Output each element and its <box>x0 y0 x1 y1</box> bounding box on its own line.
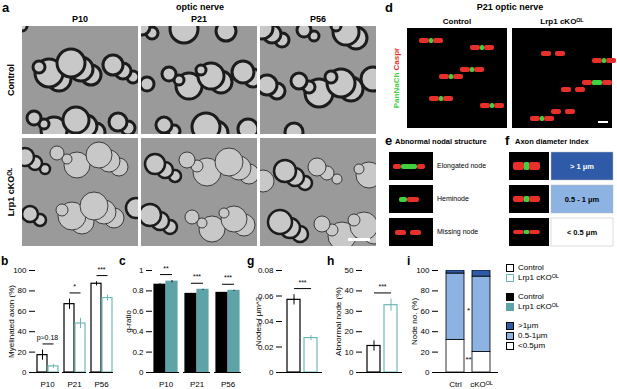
html-text:c: c <box>119 254 126 268</box>
html-text:Control: Control <box>518 263 544 272</box>
svg-text:100: 100 <box>13 266 27 275</box>
svg-text:f: f <box>505 134 510 148</box>
svg-text:0.8: 0.8 <box>132 286 144 295</box>
html-text:Lrp1 cKOᴼᴸ: Lrp1 cKOᴼᴸ <box>518 302 559 311</box>
svg-text:80: 80 <box>18 286 27 295</box>
html-text:Lrp1 cKOᴼᴸ: Lrp1 cKOᴼᴸ <box>518 273 559 282</box>
svg-text:P10: P10 <box>40 380 55 389</box>
svg-text:***: *** <box>97 266 105 273</box>
svg-text:a: a <box>2 0 10 15</box>
svg-text:P56: P56 <box>94 380 109 389</box>
svg-text:P21: P21 <box>67 380 82 389</box>
svg-text:0: 0 <box>425 368 430 377</box>
svg-text:0.06: 0.06 <box>257 291 274 301</box>
svg-text:Abnormal nodal structure: Abnormal nodal structure <box>395 137 487 146</box>
svg-text:P21: P21 <box>191 14 207 24</box>
svg-text:Control: Control <box>443 17 471 26</box>
svg-text:e: e <box>385 134 392 148</box>
svg-text:0.02: 0.02 <box>257 342 274 352</box>
svg-text:Nodes / μm^2: Nodes / μm^2 <box>254 296 263 346</box>
svg-text:60: 60 <box>421 307 430 316</box>
svg-text:0: 0 <box>139 368 144 377</box>
svg-text:***: *** <box>298 279 306 286</box>
svg-text:1: 1 <box>139 266 144 275</box>
html-text:0.5-1μm: 0.5-1μm <box>518 331 548 340</box>
svg-text:Axon diameter index: Axon diameter index <box>515 137 590 146</box>
html-text:h: h <box>327 254 335 268</box>
svg-text:20: 20 <box>18 348 27 357</box>
html-text:b: b <box>1 254 9 268</box>
svg-text:Control: Control <box>6 64 16 96</box>
html-text:>1μm: >1μm <box>518 321 539 330</box>
svg-text:***: *** <box>378 283 386 290</box>
html-text:Control: Control <box>518 292 544 301</box>
svg-text:Node no. (%): Node no. (%) <box>410 298 419 345</box>
svg-text:*: * <box>467 306 470 315</box>
svg-text:< 0.5 μm: < 0.5 μm <box>567 228 598 237</box>
svg-text:0.04: 0.04 <box>257 317 274 327</box>
svg-text:40: 40 <box>18 327 27 336</box>
svg-text:**: ** <box>465 355 471 364</box>
svg-text:Ctrl: Ctrl <box>449 380 462 389</box>
svg-text:> 1 μm: > 1 μm <box>570 162 594 171</box>
svg-text:***: *** <box>224 274 232 281</box>
svg-text:0: 0 <box>269 368 274 377</box>
svg-text:P21 optic nerve: P21 optic nerve <box>477 2 544 12</box>
svg-text:0.08: 0.08 <box>258 266 274 275</box>
svg-text:P56: P56 <box>221 380 236 389</box>
svg-text:Heminode: Heminode <box>437 195 469 202</box>
svg-text:P56: P56 <box>310 14 326 24</box>
svg-text:P10: P10 <box>159 380 174 389</box>
html-text:i: i <box>407 254 411 268</box>
svg-text:0: 0 <box>22 368 27 377</box>
html-text:<0.5μm: <0.5μm <box>518 341 546 350</box>
svg-text:60: 60 <box>18 307 27 316</box>
svg-text:10: 10 <box>345 348 354 357</box>
svg-text:PanNaCh Caspr: PanNaCh Caspr <box>392 48 401 108</box>
svg-text:0.2: 0.2 <box>132 348 144 357</box>
svg-text:P21: P21 <box>190 380 205 389</box>
svg-text:40: 40 <box>345 286 354 295</box>
svg-text:0: 0 <box>349 368 354 377</box>
svg-text:Lrp1 cKOᴼᴸ: Lrp1 cKOᴼᴸ <box>6 167 16 216</box>
svg-text:Missing node: Missing node <box>437 228 478 236</box>
svg-text:g-ratio: g-ratio <box>124 310 133 333</box>
svg-text:Lrp1 cKOᴼᴸ: Lrp1 cKOᴼᴸ <box>540 17 583 26</box>
svg-text:30: 30 <box>345 307 354 316</box>
svg-text:P10: P10 <box>72 14 88 24</box>
svg-text:20: 20 <box>345 327 354 336</box>
svg-text:*: * <box>73 283 76 290</box>
svg-text:40: 40 <box>421 327 430 336</box>
svg-text:0.6: 0.6 <box>132 307 144 316</box>
svg-text:Elongated node: Elongated node <box>437 162 486 170</box>
svg-text:**: ** <box>163 265 169 272</box>
svg-text:0.4: 0.4 <box>132 327 144 336</box>
svg-text:p≈0.18: p≈0.18 <box>37 334 58 342</box>
svg-text:d: d <box>385 0 393 15</box>
html-text:g: g <box>247 254 255 268</box>
svg-text:Abnormal node (%): Abnormal node (%) <box>334 287 343 356</box>
svg-text:Myelinated axon (%): Myelinated axon (%) <box>7 285 16 358</box>
svg-text:20: 20 <box>421 348 430 357</box>
svg-text:***: *** <box>193 273 201 280</box>
svg-text:100: 100 <box>416 266 430 275</box>
svg-text:optic nerve: optic nerve <box>176 2 224 12</box>
svg-text:cKOᴼᴸ: cKOᴼᴸ <box>470 380 493 389</box>
svg-text:0.5 - 1 μm: 0.5 - 1 μm <box>565 195 600 204</box>
svg-text:50: 50 <box>345 266 354 275</box>
svg-text:80: 80 <box>421 286 430 295</box>
